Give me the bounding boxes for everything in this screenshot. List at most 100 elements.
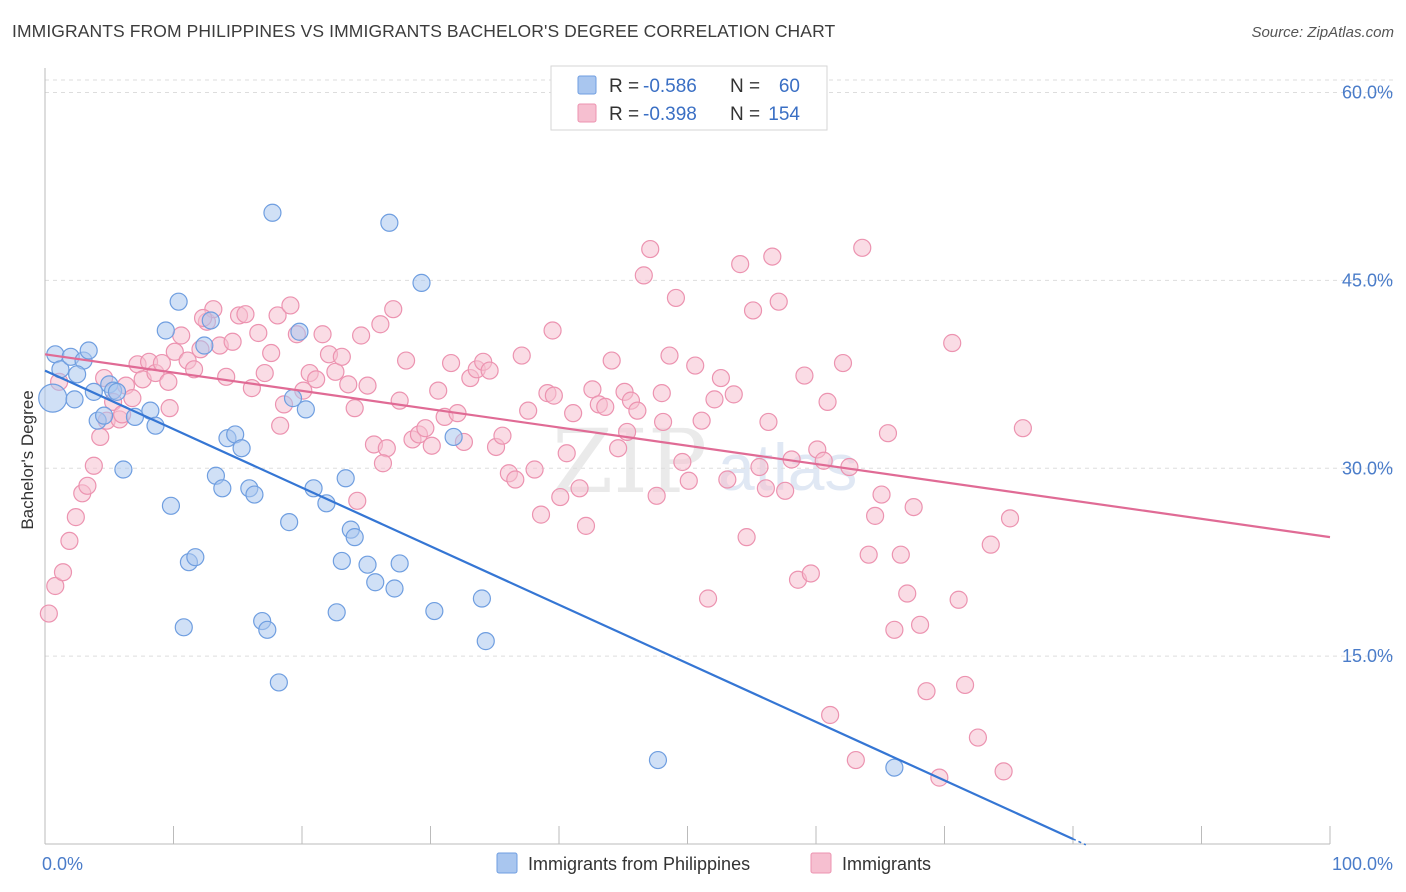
point-immigrants-74 <box>512 346 531 365</box>
point-immigrants-63 <box>441 353 461 373</box>
point-immigrants-142 <box>981 535 1000 554</box>
point-immigrants-33 <box>249 323 268 343</box>
point-immigrants-79 <box>544 386 563 405</box>
point-immigrants-109 <box>737 528 756 547</box>
point-immigrants-118 <box>795 366 814 385</box>
point-immigrants-36 <box>268 306 287 325</box>
point-immigrants-101 <box>686 356 705 375</box>
point-immigrants-128 <box>866 506 885 525</box>
legend-r-label-1: R = <box>609 76 639 97</box>
legend-r-value-2: -0.398 <box>643 104 697 125</box>
point-philippines-50 <box>385 579 404 598</box>
point-immigrants-4 <box>66 508 85 527</box>
x-tick-labels: 0.0% 100.0% <box>42 854 1393 874</box>
point-immigrants-104 <box>705 390 724 409</box>
point-philippines-42 <box>327 603 346 622</box>
point-immigrants-35 <box>262 343 281 363</box>
point-immigrants-43 <box>313 325 332 344</box>
y-tick-label-0: 15.0% <box>1342 646 1393 666</box>
point-immigrants-103 <box>698 589 718 608</box>
bottom-legend-label-immigrants: Immigrants <box>842 854 931 874</box>
point-immigrants-106 <box>718 470 737 489</box>
point-immigrants-47 <box>339 375 358 394</box>
point-immigrants-28 <box>217 367 236 386</box>
point-immigrants-132 <box>891 545 910 564</box>
bottom-legend: Immigrants from Philippines Immigrants <box>496 852 931 874</box>
point-philippines-46 <box>345 528 364 547</box>
point-immigrants-133 <box>898 584 917 603</box>
point-immigrants-80 <box>551 487 570 507</box>
legend-n-value-2: 154 <box>768 104 800 125</box>
bottom-legend-swatch-blue <box>496 852 518 874</box>
chart-title: IMMIGRANTS FROM PHILIPPINES VS IMMIGRANT… <box>12 21 836 41</box>
point-immigrants-122 <box>821 705 840 725</box>
point-immigrants-123 <box>833 353 853 373</box>
point-immigrants-99 <box>673 452 692 472</box>
trend-line-philippines <box>44 369 1074 840</box>
source-credit: Source: ZipAtlas.com <box>1251 24 1394 41</box>
legend-swatch-pink <box>577 103 597 123</box>
point-immigrants-59 <box>416 419 435 438</box>
point-philippines-20 <box>174 618 193 637</box>
point-philippines-26 <box>213 479 232 498</box>
point-philippines-44 <box>336 469 355 488</box>
point-immigrants-1 <box>46 576 65 596</box>
point-philippines-31 <box>245 485 264 504</box>
point-immigrants-113 <box>763 247 782 266</box>
point-philippines-43 <box>332 551 351 571</box>
point-immigrants-111 <box>750 457 769 477</box>
point-immigrants-60 <box>422 436 441 455</box>
point-immigrants-8 <box>91 427 110 447</box>
point-immigrants-84 <box>576 516 596 535</box>
point-immigrants-154 <box>373 454 393 473</box>
legend-box <box>550 65 828 131</box>
series-immigrants <box>39 238 1032 787</box>
point-philippines-49 <box>380 213 399 232</box>
point-immigrants-82 <box>564 404 583 423</box>
legend-n-value-1: 60 <box>779 76 800 97</box>
point-immigrants-88 <box>602 351 621 370</box>
legend-n-label-1: N = <box>730 76 760 97</box>
point-philippines-13 <box>114 460 133 479</box>
point-philippines-53 <box>425 601 444 621</box>
legend-swatch-blue <box>577 75 597 95</box>
point-immigrants-19 <box>159 372 178 391</box>
point-immigrants-100 <box>679 471 698 490</box>
trend-line-immigrants <box>44 353 1331 539</box>
point-immigrants-135 <box>910 615 930 634</box>
point-immigrants-34 <box>255 363 274 383</box>
point-immigrants-2 <box>53 563 73 582</box>
point-immigrants-46 <box>332 347 351 366</box>
point-immigrants-119 <box>801 564 820 583</box>
trend-lines <box>44 353 1331 846</box>
point-immigrants-87 <box>596 397 615 416</box>
point-philippines-29 <box>232 439 251 458</box>
point-immigrants-151 <box>652 384 671 403</box>
point-immigrants-0 <box>39 604 58 623</box>
point-immigrants-54 <box>384 300 403 319</box>
point-immigrants-108 <box>731 255 750 274</box>
point-immigrants-42 <box>307 370 326 389</box>
point-philippines-52 <box>412 273 431 292</box>
point-philippines-24 <box>201 311 220 330</box>
point-philippines-9 <box>95 406 114 425</box>
point-immigrants-145 <box>1000 509 1020 528</box>
point-immigrants-110 <box>743 301 763 320</box>
point-philippines-34 <box>263 203 282 222</box>
point-philippines-48 <box>366 573 385 592</box>
point-immigrants-76 <box>525 460 544 479</box>
point-immigrants-114 <box>769 292 788 311</box>
point-immigrants-83 <box>570 479 589 498</box>
legend-r-label-2: R = <box>609 104 639 125</box>
point-immigrants-96 <box>653 412 673 432</box>
point-philippines-23 <box>195 336 214 355</box>
point-philippines-35 <box>269 673 288 692</box>
point-immigrants-50 <box>358 376 377 395</box>
point-philippines-18 <box>161 496 181 515</box>
point-philippines-17 <box>156 321 175 340</box>
point-immigrants-150 <box>543 321 562 340</box>
point-immigrants-149 <box>348 491 367 510</box>
point-immigrants-95 <box>647 486 666 505</box>
point-immigrants-105 <box>711 368 731 388</box>
